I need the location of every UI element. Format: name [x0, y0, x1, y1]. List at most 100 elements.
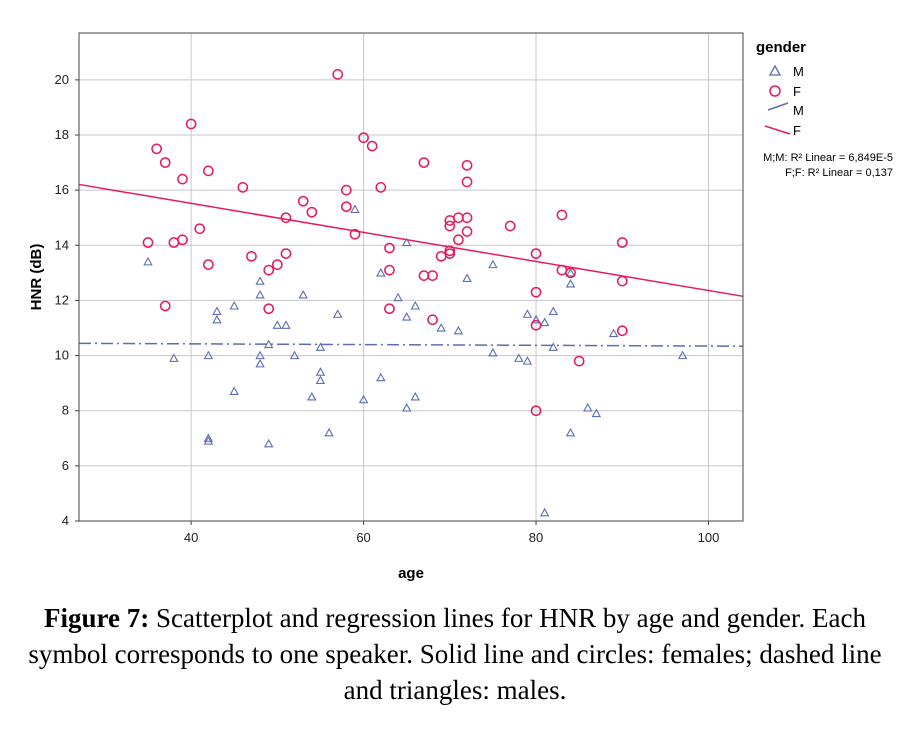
- point-female: [556, 264, 568, 276]
- point-female: [444, 220, 456, 232]
- point-male: [522, 309, 533, 318]
- point-male: [315, 367, 326, 376]
- point-female: [565, 267, 576, 279]
- point-male: [315, 375, 326, 384]
- r2-female: F;F: R² Linear = 0,137: [785, 167, 893, 179]
- point-female: [246, 250, 257, 262]
- point-male: [548, 342, 559, 351]
- y-tick-label: 6: [62, 458, 69, 473]
- point-male: [539, 507, 550, 517]
- point-female: [375, 182, 387, 193]
- legend-title: gender: [756, 39, 806, 56]
- point-female: [280, 212, 292, 224]
- point-male: [677, 350, 688, 360]
- point-male: [453, 325, 464, 335]
- point-female: [203, 259, 214, 270]
- legend-label-f-line: F: [793, 123, 801, 138]
- point-male: [212, 314, 222, 324]
- point-male: [272, 320, 283, 329]
- point-female: [263, 264, 275, 276]
- point-female: [453, 234, 464, 246]
- point-female: [340, 201, 352, 213]
- x-tick-label: 80: [529, 530, 543, 545]
- legend-label-m-marker: M: [793, 64, 804, 79]
- point-female: [444, 215, 456, 226]
- point-female: [332, 69, 344, 80]
- x-tick-label: 100: [698, 530, 720, 545]
- y-tick-label: 10: [55, 348, 69, 363]
- point-male: [255, 276, 265, 285]
- point-male: [263, 438, 274, 448]
- point-male: [462, 273, 472, 282]
- point-male: [169, 353, 179, 362]
- x-tick-label: 40: [184, 530, 198, 545]
- point-male: [281, 320, 291, 329]
- point-female: [556, 209, 568, 221]
- legend-triangle-marker: [768, 64, 782, 76]
- point-male: [376, 267, 386, 277]
- r2-male: M;M: R² Linear = 6,849E-5: [763, 152, 893, 164]
- point-male: [203, 436, 214, 445]
- point-female: [418, 157, 430, 168]
- point-male: [401, 403, 412, 412]
- point-male: [608, 328, 619, 338]
- point-male: [565, 427, 576, 437]
- point-male: [591, 408, 602, 418]
- point-female: [306, 206, 318, 218]
- point-female: [280, 248, 292, 259]
- point-female: [185, 118, 197, 130]
- point-male: [548, 306, 559, 316]
- legend: gender M F M F M;M: R² Linear = 6,849E-5…: [756, 39, 893, 179]
- y-tick-label: 14: [55, 237, 69, 252]
- regression-lines: [78, 183, 744, 347]
- point-female: [297, 195, 309, 207]
- y-tick-label: 4: [62, 513, 69, 528]
- point-female: [151, 143, 162, 155]
- x-axis-label: age: [398, 565, 424, 582]
- point-female: [177, 173, 188, 185]
- legend-circle-marker: [769, 85, 781, 97]
- legend-label-f-marker: F: [793, 84, 801, 99]
- y-axis-label: HNR (dB): [28, 244, 45, 311]
- x-tick-labels: 40 60 80 100: [184, 530, 719, 545]
- point-male: [376, 372, 386, 382]
- point-female: [427, 314, 438, 326]
- point-male: [203, 350, 214, 360]
- y-tick-label: 16: [55, 182, 69, 197]
- point-female: [384, 303, 395, 315]
- point-male: [263, 339, 274, 349]
- point-female: [461, 176, 473, 188]
- legend-label-m-line: M: [793, 103, 804, 118]
- point-male: [298, 289, 308, 299]
- point-female: [616, 325, 628, 337]
- point-female: [461, 226, 473, 237]
- point-female: [271, 259, 283, 270]
- point-male: [229, 386, 239, 396]
- regression-line-f: [78, 183, 744, 298]
- point-male: [565, 278, 576, 288]
- y-tick-label: 12: [55, 292, 69, 307]
- point-male: [401, 237, 412, 247]
- point-female: [530, 319, 542, 331]
- point-female: [159, 157, 171, 168]
- point-male: [289, 350, 300, 360]
- point-female: [177, 234, 188, 246]
- point-male: [255, 350, 265, 360]
- point-male: [436, 323, 446, 332]
- point-female: [573, 355, 585, 367]
- point-female: [340, 184, 352, 196]
- point-female: [530, 248, 542, 259]
- y-tick-label: 20: [55, 72, 69, 87]
- point-male: [522, 356, 533, 365]
- point-male: [539, 317, 550, 327]
- point-female: [203, 165, 214, 177]
- point-female: [418, 270, 430, 281]
- point-male: [488, 347, 498, 357]
- plot-frame: [78, 32, 744, 522]
- point-male: [358, 394, 369, 404]
- point-male: [324, 427, 334, 437]
- legend-dash-line: [767, 102, 789, 111]
- y-tick-label: 8: [62, 403, 69, 418]
- point-female: [237, 182, 249, 193]
- point-female: [444, 245, 456, 257]
